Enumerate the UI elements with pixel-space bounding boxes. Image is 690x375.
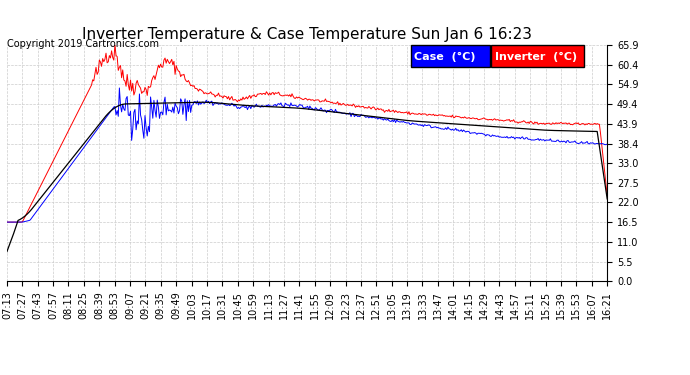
Text: Inverter  (°C): Inverter (°C) — [495, 52, 577, 62]
Text: Copyright 2019 Cartronics.com: Copyright 2019 Cartronics.com — [7, 39, 159, 50]
Title: Inverter Temperature & Case Temperature Sun Jan 6 16:23: Inverter Temperature & Case Temperature … — [82, 27, 532, 42]
Text: Case  (°C): Case (°C) — [414, 52, 475, 62]
